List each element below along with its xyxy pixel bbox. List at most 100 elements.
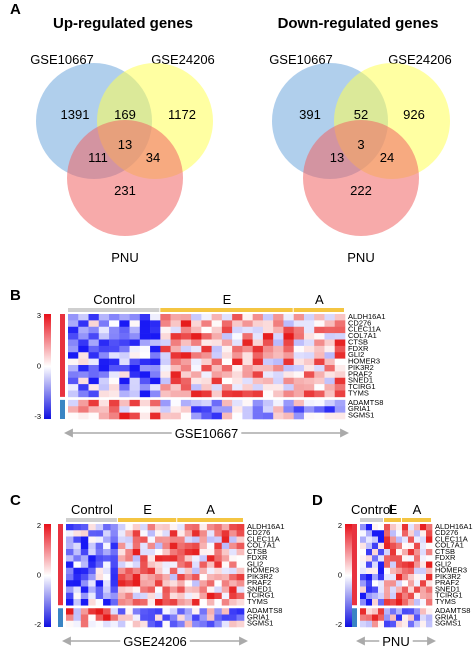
heatmap-cell	[73, 561, 82, 569]
heatmap-cell	[162, 599, 171, 606]
heatmap-cell	[191, 320, 202, 328]
heatmap-cell	[384, 586, 391, 594]
panel-label-b: B	[10, 287, 21, 304]
heatmap-cell	[384, 599, 391, 606]
heatmap-cell	[293, 399, 305, 407]
heatmap-cell	[211, 390, 223, 398]
heatmap-cell	[221, 390, 233, 398]
heatmap-cell	[402, 620, 409, 628]
heatmap-cell	[214, 608, 223, 615]
heatmap-cell	[184, 608, 193, 615]
heatmap-cell	[273, 384, 284, 391]
heatmap-cell	[103, 536, 111, 544]
heatmap-cell	[252, 352, 264, 359]
heatmap-cell	[109, 314, 120, 321]
heatmap-cell	[334, 333, 346, 340]
heatmap-cell	[293, 371, 305, 379]
heatmap-cell	[68, 377, 79, 385]
heatmap-cell	[334, 365, 346, 372]
venn-up-label-a: GSE10667	[30, 52, 94, 67]
venn-down-a-only: 391	[299, 107, 321, 122]
heatmap-cell	[372, 555, 379, 562]
heatmap-cell	[160, 339, 171, 347]
heatmap-cell	[414, 586, 421, 594]
heatmap-cell	[66, 592, 74, 600]
colorbar	[345, 524, 352, 627]
heatmap-cell	[155, 592, 163, 600]
heatmap-cell	[360, 592, 367, 600]
colorbar-tick: 0	[37, 571, 41, 580]
heatmap-cell	[110, 567, 119, 575]
heatmap-cell	[408, 542, 415, 550]
heatmap-cell	[252, 345, 264, 353]
heatmap-cell	[384, 574, 391, 581]
heatmap-cell	[324, 384, 336, 391]
venn-up-label-c: PNU	[111, 250, 138, 265]
heatmap-cell	[252, 365, 264, 372]
heatmap-cell	[109, 412, 120, 420]
heatmap-cell	[372, 614, 379, 622]
gene-label: FDXR	[348, 344, 369, 353]
heatmap-cell	[139, 390, 151, 398]
heatmap-cell	[366, 530, 373, 537]
heatmap-cell	[139, 412, 151, 420]
heatmap-cell	[88, 326, 100, 334]
heatmap-cell	[88, 524, 96, 531]
heatmap-cell	[273, 406, 284, 413]
heatmap-cell	[324, 371, 336, 379]
heatmap-cell	[180, 377, 192, 385]
heatmap-cell	[283, 326, 295, 334]
heatmap-cell	[229, 567, 237, 575]
heatmap-cell	[420, 555, 427, 562]
heatmap-cell	[273, 320, 284, 328]
heatmap-cell	[184, 555, 193, 562]
heatmap-cell	[155, 542, 163, 550]
heatmap-cell	[211, 320, 223, 328]
group-label-control: Control	[71, 502, 113, 517]
heatmap-cell	[314, 412, 325, 420]
heatmap-cell	[66, 567, 74, 575]
heatmap-cell	[314, 371, 325, 379]
heatmap-cell	[201, 384, 212, 391]
heatmap-cell	[119, 358, 130, 366]
heatmap-cell	[402, 524, 409, 531]
heatmap-cell	[192, 549, 200, 556]
heatmap-cell	[125, 524, 134, 531]
heatmap-cell	[88, 384, 100, 391]
heatmap-cell	[139, 320, 151, 328]
heatmap-cell	[191, 333, 202, 340]
heatmap-cell	[360, 574, 367, 581]
heatmap-cell	[66, 555, 74, 562]
heatmap-cell	[366, 574, 373, 581]
heatmap-cell	[66, 524, 74, 531]
heatmap-cell	[396, 599, 403, 606]
heatmap-cell	[334, 320, 346, 328]
heatmap-cell	[129, 320, 141, 328]
heatmap-cell	[150, 320, 161, 328]
heatmap-cell	[414, 574, 421, 581]
heatmap-cell	[155, 614, 163, 622]
heatmap-cell	[180, 333, 192, 340]
heatmap-cell	[390, 536, 397, 544]
heatmap-cell	[78, 365, 89, 372]
heatmap-cell	[88, 333, 100, 340]
heatmap-cell	[103, 580, 111, 587]
heatmap-cell	[66, 542, 74, 550]
heatmap-cell	[88, 406, 100, 413]
heatmap-cell	[95, 524, 104, 531]
heatmap-cell	[129, 412, 141, 420]
heatmap-cell	[221, 377, 233, 385]
heatmap-cell	[420, 530, 427, 537]
heatmap-cell	[236, 542, 245, 550]
heatmap-cell	[214, 561, 223, 569]
heatmap-cell	[366, 620, 373, 628]
heatmap-cell	[314, 358, 325, 366]
heatmap-cell	[192, 599, 200, 606]
venn-up-b-only: 1172	[168, 107, 196, 122]
heatmap-cell	[199, 586, 208, 594]
heatmap-cell	[98, 352, 110, 359]
heatmap-cell	[324, 377, 336, 385]
heatmap-cell	[334, 384, 346, 391]
heatmap-cell	[177, 524, 185, 531]
heatmap-cell	[408, 561, 415, 569]
